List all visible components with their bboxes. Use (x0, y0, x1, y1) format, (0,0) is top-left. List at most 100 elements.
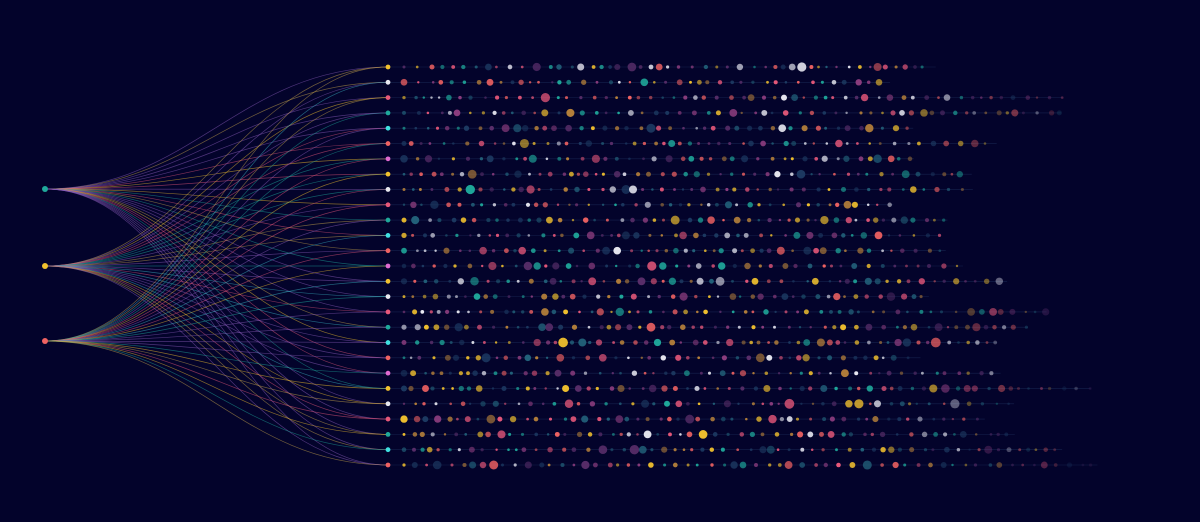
data-dot (886, 292, 896, 301)
data-dot (445, 234, 448, 237)
data-dot (478, 126, 483, 131)
data-dot (419, 172, 423, 177)
data-dot (457, 187, 462, 192)
data-dot (684, 370, 690, 377)
connection-curve (44, 127, 389, 267)
data-dot (601, 203, 605, 207)
data-dot (735, 203, 739, 207)
data-dot (857, 386, 861, 391)
data-dot (402, 356, 406, 360)
data-dot (968, 448, 971, 451)
data-dot (819, 247, 827, 255)
data-dot (885, 279, 889, 284)
data-dot (714, 95, 719, 100)
data-dot (1066, 462, 1073, 468)
data-dot (542, 202, 548, 208)
data-dot (717, 141, 721, 146)
data-dot (621, 185, 631, 194)
data-dot (614, 264, 618, 268)
data-dot (497, 416, 503, 422)
data-dot (492, 325, 496, 329)
data-dot (431, 171, 437, 177)
data-dot (923, 448, 928, 452)
data-dot (933, 280, 936, 283)
data-dot (796, 80, 800, 84)
data-dot (798, 111, 802, 115)
data-dot (430, 188, 434, 191)
data-dot (967, 308, 975, 316)
data-dot (601, 172, 605, 176)
row-terminal (385, 263, 391, 269)
data-dot (596, 308, 604, 316)
data-dot (764, 371, 769, 375)
data-dot (760, 140, 766, 147)
data-dot (434, 249, 437, 252)
data-dot (719, 370, 726, 377)
data-dot (588, 262, 596, 270)
data-dot (919, 309, 924, 314)
data-dot (1011, 109, 1019, 117)
data-dot (672, 96, 676, 99)
data-dot (835, 248, 841, 254)
data-dot (656, 125, 662, 131)
data-dot (1010, 324, 1016, 330)
data-dot (960, 187, 964, 192)
data-dot (695, 126, 698, 130)
data-dot (499, 80, 503, 84)
data-dot (533, 202, 539, 208)
data-dot (910, 186, 917, 193)
data-dot (613, 246, 622, 255)
data-dot (420, 203, 423, 207)
data-dot (402, 295, 406, 299)
data-dot (818, 232, 824, 238)
data-dot (621, 231, 630, 240)
data-dot (731, 279, 734, 283)
data-dot (607, 462, 613, 468)
data-dot (836, 157, 840, 161)
data-dot (730, 417, 734, 421)
data-dot (869, 371, 873, 375)
data-dot (451, 387, 454, 390)
data-dot (859, 111, 863, 115)
data-dot (1004, 432, 1009, 437)
data-dot (507, 448, 510, 451)
data-dot (524, 354, 532, 362)
data-dot (586, 447, 591, 452)
data-dot (807, 431, 814, 438)
data-dot (414, 95, 418, 100)
data-dot (667, 416, 672, 422)
data-dot (710, 125, 716, 131)
data-dot (784, 234, 787, 237)
data-dot (576, 402, 581, 406)
data-dot (565, 124, 572, 132)
data-dot (919, 295, 923, 299)
data-dot (504, 309, 509, 315)
data-dot (537, 188, 541, 191)
data-dot (887, 417, 891, 421)
data-dot (843, 95, 848, 100)
data-dot (481, 111, 485, 115)
data-dot (806, 280, 809, 283)
data-dot (761, 325, 765, 329)
data-dot (715, 65, 719, 69)
data-dot (611, 372, 614, 375)
data-dot (422, 96, 426, 99)
data-dot (472, 370, 478, 376)
data-dot (540, 93, 551, 103)
data-dot (840, 369, 849, 378)
data-dot (766, 80, 769, 84)
data-dot (686, 463, 690, 467)
row-terminal (385, 125, 391, 131)
data-dot (905, 264, 908, 268)
data-dot (808, 371, 813, 376)
data-dot (935, 371, 939, 375)
data-dot (610, 448, 614, 452)
data-dot (588, 340, 592, 345)
data-dot (433, 279, 439, 284)
data-dot (444, 187, 450, 192)
data-dot (807, 263, 813, 269)
data-dot (461, 64, 466, 70)
data-dot (413, 279, 417, 283)
data-dot (501, 264, 504, 268)
